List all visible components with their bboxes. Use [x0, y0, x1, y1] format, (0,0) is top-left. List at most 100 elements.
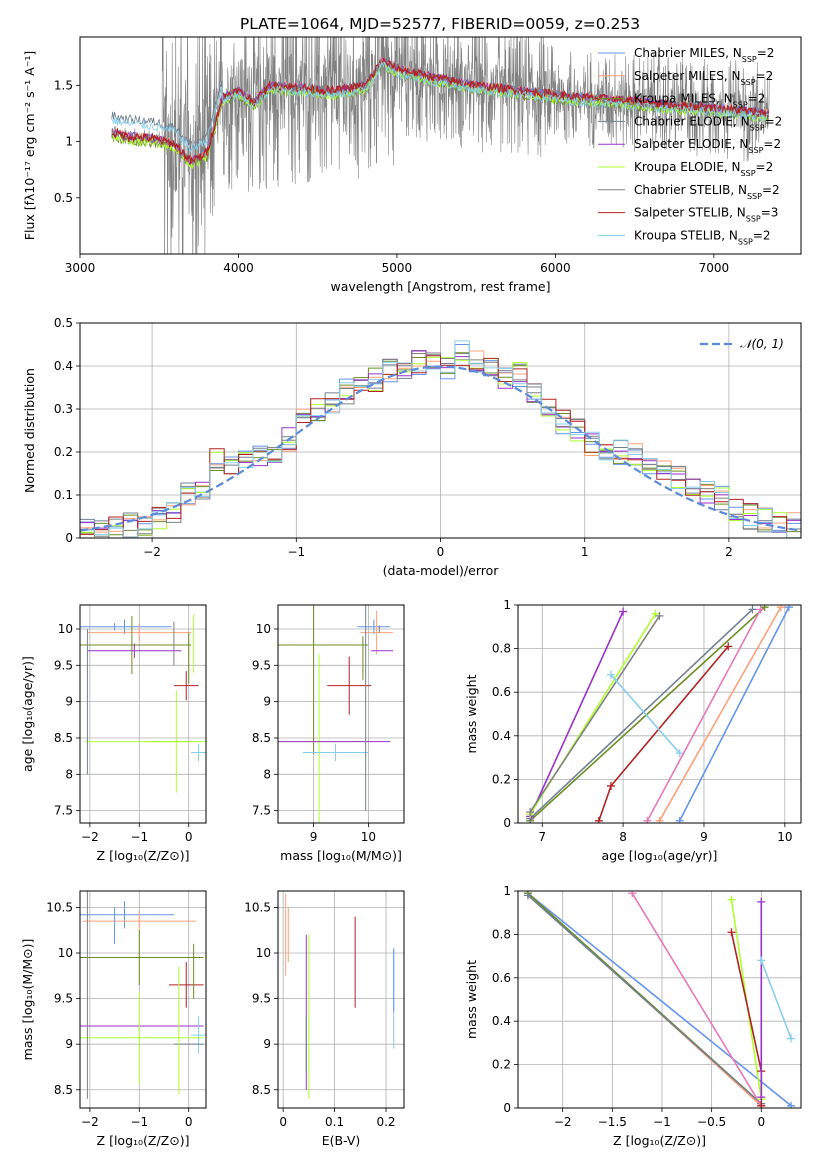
- weight-Z-marker-3-0: [523, 891, 532, 900]
- spectrum-xtick-label-3: 6000: [540, 261, 571, 275]
- weight-age-line-8: [610, 674, 681, 754]
- weight-age-marker-7-1: [606, 781, 615, 790]
- residuals-xtick-label-1: −1: [287, 545, 305, 559]
- age-vs-Z-xtick-label-1: −1: [130, 830, 148, 844]
- spectrum-panel: 3000 4000 5000 6000 7000 0.5 1 1.5 wavelength [A…: [22, 36, 802, 294]
- weight-vs-Z-xtick-label-2: −1: [653, 1115, 671, 1129]
- weight-age-line-1: [658, 606, 782, 822]
- age-vs-mass-xtick-label-1: 10: [361, 830, 376, 844]
- residuals-panel: −2 −1 0 1 2 0 0.1 0.2 0.3 0.4 0.5 (data-model)/erro…: [22, 316, 802, 578]
- weight-age-line-4: [529, 611, 624, 817]
- age-vs-Z-xlabel: Z [log₁₀(Z/Z⊙)]: [97, 848, 190, 863]
- age-vs-Z-plot-area: [80, 605, 206, 823]
- weight-vs-Z-ytick-label-0: 0: [503, 1101, 511, 1115]
- weight-age-marker-1-0: [655, 816, 664, 823]
- weight-vs-age-xtick-label-0: 7: [538, 830, 546, 844]
- figure-title: PLATE=1064, MJD=52577, FIBERID=0059, z=0…: [240, 15, 640, 33]
- weight-vs-age-ytick-label-4: 0.8: [492, 642, 511, 656]
- spectrum-legend-label-4: Salpeter ELODIE, NSSP=2: [634, 137, 781, 155]
- mass-vs-Z-panel: −2 −1 0 8.5 9 9.5 10 10.5 Z [log₁₀(Z/Z⊙)] mass [l…: [20, 890, 207, 1148]
- weight-Z-line-4: [631, 892, 762, 1107]
- age-vs-mass-panel: 9 10 7.5 8 8.5 9 9.5 10 mass [log₁₀(M/M⊙)]: [252, 604, 405, 863]
- age-vs-Z-ytick-label-1: 8: [65, 767, 73, 781]
- spectrum-ylabel: Flux [fλ10⁻¹⁷ erg cm⁻² s⁻¹ A⁻¹]: [22, 51, 37, 240]
- weight-vs-age-xtick-label-2: 9: [700, 830, 708, 844]
- residuals-ytick-label-2: 0.2: [54, 445, 73, 459]
- age-vs-mass-xlabel: mass [log₁₀(M/M⊙)]: [280, 848, 402, 863]
- residuals-frame: [79, 322, 802, 539]
- mass-vs-EBV-ytick-label-4: 10.5: [244, 900, 271, 914]
- weight-Z-line-0: [527, 892, 792, 1107]
- weight-age-line-6: [529, 615, 661, 813]
- weight-age-marker-5-1: [651, 609, 660, 618]
- spectrum-model-8: [111, 60, 770, 153]
- age-vs-mass-ytick-label-4: 9.5: [252, 658, 271, 672]
- weight-age-marker-9-0: [643, 816, 652, 823]
- weight-vs-Z-plot-area: [518, 891, 801, 1108]
- mass-vs-EBV-plot-area: [278, 891, 404, 1108]
- age-vs-Z-ytick-label-3: 9: [65, 695, 73, 709]
- weight-vs-age-ytick-label-0: 0: [503, 816, 511, 830]
- age-vs-Z-xtick-label-2: 0: [185, 830, 193, 844]
- weight-vs-Z-ytick-label-4: 0.8: [492, 927, 511, 941]
- weight-vs-Z-panel: −2 −1.5 −1 −0.5 0 0 0.2 0.4 0.6 0.8 1 Z [log₁₀(Z/Z⊙…: [464, 884, 802, 1148]
- age-vs-mass-ytick-label-1: 8: [263, 767, 271, 781]
- weight-vs-age-ytick-label-1: 0.2: [492, 772, 511, 786]
- spectrum-xtick-label-1: 4000: [223, 261, 254, 275]
- age-vs-Z-panel: −2 −1 0 7.5 8 8.5 9 9.5 10 Z [log₁₀(Z/Z⊙)] age [lo…: [20, 604, 207, 863]
- age-vs-Z-xtick-label-0: −2: [81, 830, 99, 844]
- weight-age-marker-6-1: [655, 611, 664, 620]
- weight-age-marker-3-1: [748, 605, 757, 614]
- mass-vs-EBV-xtick-label-1: 0.1: [325, 1115, 344, 1129]
- weight-age-marker-2-1: [760, 605, 769, 612]
- weight-age-line-9: [646, 609, 762, 822]
- weight-age-marker-9-1: [756, 605, 765, 614]
- residuals-xtick-label-2: 0: [437, 545, 445, 559]
- spectrum-xtick-label-0: 3000: [65, 261, 96, 275]
- residuals-ylabel: Normed distribution: [22, 368, 37, 493]
- weight-age-line-0: [678, 606, 790, 822]
- spectrum-ytick-label-1: 1: [65, 135, 73, 149]
- spectrum-frame: [79, 36, 802, 255]
- weight-Z-marker-5-0: [727, 895, 736, 904]
- residuals-hist-8: [80, 340, 801, 538]
- mass-vs-Z-ytick-label-0: 8.5: [54, 1083, 73, 1097]
- weight-Z-line-3: [527, 894, 762, 1105]
- age-vs-Z-ytick-label-5: 10: [58, 622, 73, 636]
- weight-Z-marker-8-0: [757, 956, 766, 965]
- weight-vs-age-xlabel: age [log₁₀(age/yr)]: [602, 848, 718, 863]
- residuals-xtick-label-4: 2: [725, 545, 733, 559]
- weight-vs-age-plot-area: [518, 605, 801, 823]
- mass-vs-Z-ytick-label-1: 9: [65, 1037, 73, 1051]
- residuals-ytick-label-5: 0.5: [54, 316, 73, 330]
- spectrum-legend-label-2: Kroupa MILES, NSSP=2: [634, 92, 765, 110]
- weight-Z-line-8: [760, 960, 792, 1039]
- weight-age-marker-8-1: [675, 749, 684, 758]
- residuals-legend-label: 𝒩(0, 1): [740, 337, 784, 351]
- weight-age-marker-8-0: [606, 670, 615, 679]
- weight-age-marker-6-0: [526, 808, 535, 817]
- age-vs-Z-ytick-label-2: 8.5: [54, 731, 73, 745]
- spectrum-legend-label-3: Chabrier ELODIE, NSSP=2: [634, 114, 782, 131]
- weight-vs-age-ytick-label-3: 0.6: [492, 685, 511, 699]
- age-vs-Z-ytick-label-4: 9.5: [54, 658, 73, 672]
- weight-Z-marker-7-1: [757, 1093, 766, 1102]
- spectrum-legend-label-0: Chabrier MILES, NSSP=2: [634, 46, 774, 64]
- residuals-plot-area: [80, 323, 801, 538]
- residuals-xtick-label-0: −2: [143, 545, 161, 559]
- mass-vs-Z-xlabel: Z [log₁₀(Z/Z⊙)]: [97, 1133, 190, 1148]
- weight-vs-Z-ytick-label-5: 1: [503, 884, 511, 898]
- spectrum-legend-label-6: Chabrier STELIB, NSSP=2: [634, 183, 780, 201]
- weight-age-marker-7-2: [724, 642, 733, 651]
- weight-vs-Z-xtick-label-0: −2: [554, 1115, 572, 1129]
- spectrum-legend-label-8: Kroupa STELIB, NSSP=2: [634, 228, 771, 246]
- residuals-ytick-label-4: 0.4: [54, 359, 73, 373]
- spectrum-ytick-label-0: 0.5: [54, 191, 73, 205]
- weight-vs-Z-ytick-label-2: 0.4: [492, 1014, 511, 1028]
- mass-vs-Z-frame: [79, 890, 207, 1109]
- spectrum-legend-label-7: Salpeter STELIB, NSSP=3: [634, 206, 778, 224]
- residuals-xlabel: (data-model)/error: [383, 563, 500, 578]
- residuals-ytick-label-3: 0.3: [54, 402, 73, 416]
